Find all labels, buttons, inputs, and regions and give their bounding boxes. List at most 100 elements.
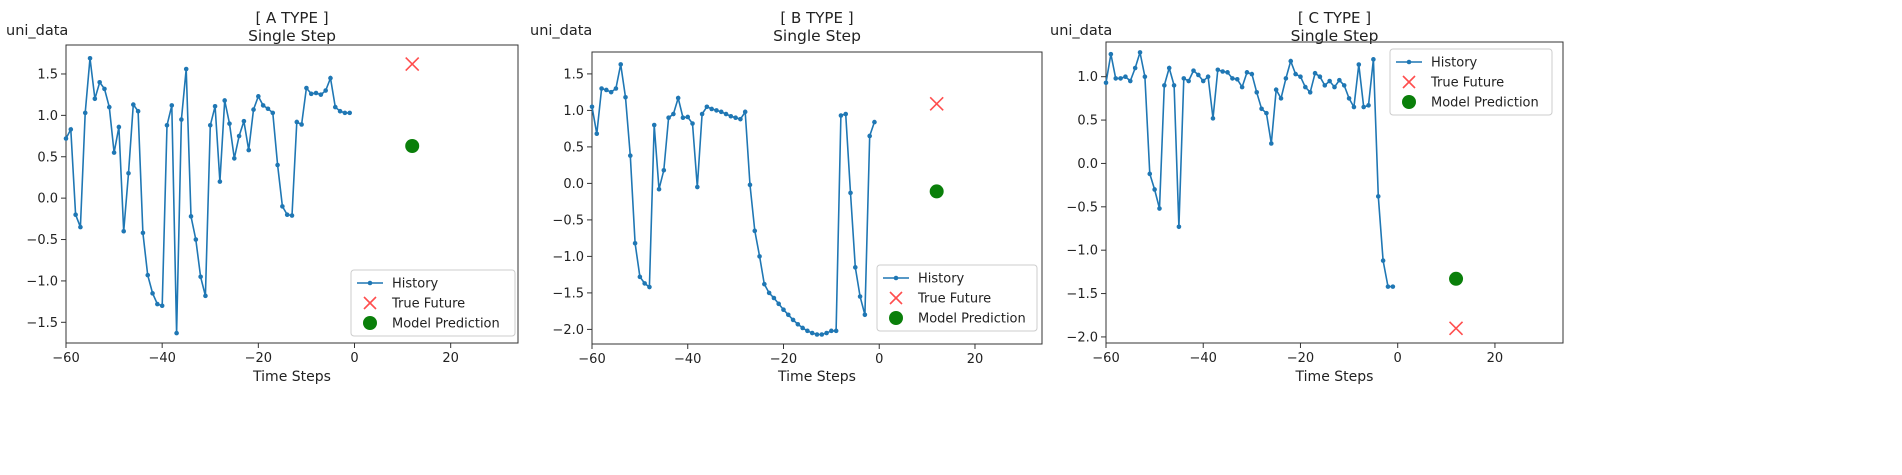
history-point bbox=[1108, 51, 1114, 57]
history-point bbox=[1366, 103, 1371, 108]
history-point bbox=[145, 272, 151, 278]
history-point bbox=[174, 330, 179, 336]
history-point bbox=[1152, 187, 1157, 192]
history-point bbox=[1278, 96, 1284, 101]
plot-frame bbox=[591, 51, 1043, 345]
history-point bbox=[1346, 96, 1352, 101]
y-tick-label: 1.5 bbox=[37, 67, 58, 82]
history-point bbox=[1390, 284, 1396, 289]
history-point bbox=[1205, 74, 1211, 79]
history-series-line bbox=[1105, 52, 1393, 288]
history-point bbox=[1351, 104, 1357, 110]
legend-history-dot bbox=[1406, 59, 1412, 65]
history-point bbox=[757, 254, 762, 259]
history-point bbox=[728, 113, 734, 119]
history-point bbox=[1322, 83, 1328, 88]
history-point bbox=[284, 212, 290, 217]
history-point bbox=[251, 107, 256, 112]
history-point bbox=[1196, 72, 1201, 78]
y-tick-label: 0.5 bbox=[563, 140, 584, 155]
x-tick-label: −60 bbox=[578, 352, 605, 367]
history-point bbox=[1186, 78, 1191, 84]
history-point bbox=[666, 115, 671, 120]
y-tick-label: −1.0 bbox=[26, 274, 58, 289]
y-tick-label: 1.0 bbox=[37, 109, 58, 124]
history-point bbox=[231, 156, 237, 161]
history-point bbox=[675, 95, 681, 101]
history-point bbox=[1385, 284, 1391, 289]
legend-label-history: History bbox=[1431, 56, 1478, 71]
history-point bbox=[342, 110, 348, 116]
history-point bbox=[814, 332, 820, 337]
y-tick-label: −1.0 bbox=[552, 250, 584, 265]
legend-history-dot bbox=[893, 275, 899, 281]
history-point bbox=[183, 66, 189, 72]
history-point bbox=[241, 118, 247, 124]
history-point bbox=[1288, 58, 1294, 64]
history-point bbox=[222, 98, 227, 103]
history-point bbox=[833, 328, 839, 334]
history-point bbox=[1210, 116, 1216, 121]
y-tick-label: −2.0 bbox=[1066, 330, 1098, 345]
history-point bbox=[1166, 65, 1172, 71]
y-tick-label: −2.0 bbox=[552, 323, 584, 338]
chart-subtitle: Single Step bbox=[1291, 27, 1379, 45]
x-tick-label: −20 bbox=[245, 351, 272, 366]
history-point bbox=[1128, 78, 1133, 84]
history-point bbox=[217, 179, 223, 184]
legend-label-model-prediction: Model Prediction bbox=[1431, 96, 1539, 111]
chart-b: [ B TYPE ]Single Step uni_data Time Steps −… bbox=[530, 9, 1043, 385]
x-axis-label: Time Steps bbox=[777, 369, 856, 385]
history-point bbox=[1259, 106, 1264, 112]
history-point bbox=[164, 122, 170, 128]
history-point bbox=[78, 224, 83, 230]
history-point bbox=[337, 108, 343, 114]
y-tick-label: 1.0 bbox=[1077, 70, 1098, 85]
model-prediction-marker bbox=[405, 138, 420, 153]
history-point bbox=[275, 162, 280, 168]
history-point bbox=[140, 230, 146, 236]
legend: History True Future Model Prediction bbox=[350, 269, 516, 337]
history-point bbox=[63, 136, 69, 141]
x-tick-label: 20 bbox=[967, 352, 984, 367]
history-point bbox=[150, 291, 155, 296]
history-point bbox=[1162, 83, 1167, 88]
x-tick-label: 0 bbox=[875, 352, 883, 367]
history-point bbox=[198, 274, 203, 280]
history-point bbox=[1137, 50, 1143, 55]
history-point bbox=[690, 121, 695, 126]
history-point bbox=[68, 127, 74, 132]
history-point bbox=[604, 87, 609, 93]
history-point bbox=[1332, 84, 1337, 90]
history-point bbox=[111, 150, 117, 155]
history-point bbox=[246, 147, 252, 153]
history-point bbox=[824, 330, 829, 336]
y-tick-label: −0.5 bbox=[1066, 200, 1098, 215]
history-point bbox=[1298, 74, 1303, 79]
x-tick-label: −40 bbox=[1190, 351, 1217, 366]
history-point bbox=[618, 62, 624, 67]
x-tick-label: 20 bbox=[1487, 351, 1504, 366]
history-point bbox=[1327, 78, 1332, 84]
history-point bbox=[1273, 87, 1279, 93]
history-point bbox=[1181, 76, 1187, 81]
history-point bbox=[632, 240, 638, 246]
history-point bbox=[265, 106, 271, 112]
y-tick-label: 0.0 bbox=[1077, 157, 1098, 172]
history-point bbox=[795, 321, 801, 327]
history-point bbox=[785, 312, 791, 318]
history-point bbox=[1147, 171, 1153, 177]
history-point bbox=[1303, 84, 1308, 90]
history-point bbox=[695, 184, 700, 190]
history-point bbox=[203, 293, 208, 299]
chart-title: [ C TYPE ] bbox=[1298, 9, 1371, 27]
legend-label-true-future: True Future bbox=[1430, 76, 1504, 91]
chart-subtitle: Single Step bbox=[773, 27, 861, 45]
plot-frame bbox=[65, 44, 519, 344]
history-point bbox=[1361, 104, 1366, 110]
y-tick-label: 0.5 bbox=[37, 150, 58, 165]
history-point bbox=[179, 117, 184, 122]
true-future-marker bbox=[1448, 321, 1464, 336]
history-point bbox=[1220, 69, 1225, 74]
y-axis-label: uni_data bbox=[530, 23, 592, 39]
